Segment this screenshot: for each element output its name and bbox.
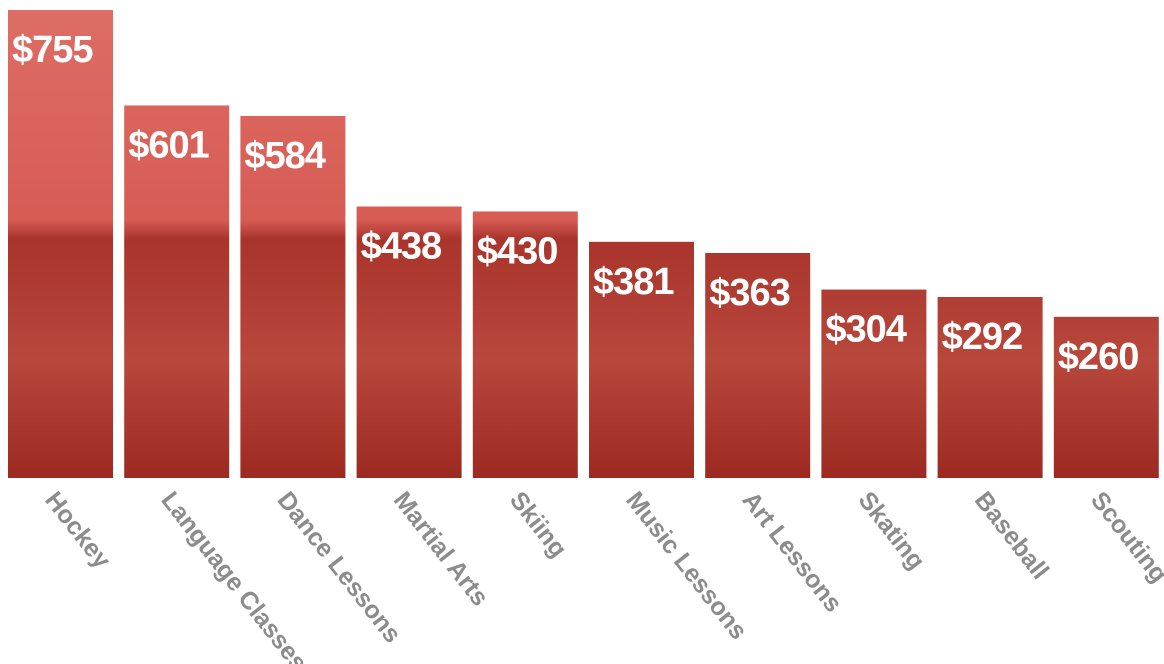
x-tick-label: Hockey <box>39 486 116 573</box>
value-label: $260 <box>1058 336 1139 378</box>
value-label: $304 <box>825 309 906 351</box>
bar <box>8 10 113 478</box>
value-label: $292 <box>942 316 1023 358</box>
value-label: $438 <box>361 225 442 267</box>
value-label: $381 <box>593 261 674 303</box>
x-tick-label: Art Lessons <box>736 486 847 617</box>
value-label: $584 <box>244 135 325 177</box>
x-tick-label: Skiing <box>504 486 572 562</box>
x-tick-label: Martial Arts <box>388 486 494 611</box>
chart: $755Hockey$601Language Classes$584Dance … <box>0 0 1164 664</box>
value-label: $601 <box>128 124 209 166</box>
page: $755Hockey$601Language Classes$584Dance … <box>0 0 1164 664</box>
value-label: $363 <box>709 272 790 314</box>
value-label: $755 <box>12 29 93 71</box>
value-label: $430 <box>477 230 558 272</box>
x-tick-label: Scouting <box>1085 486 1164 588</box>
x-tick-label: Music Lessons <box>620 486 752 644</box>
x-tick-label: Baseball <box>969 486 1054 584</box>
x-tick-label: Skating <box>853 486 931 574</box>
x-tick-label: Dance Lessons <box>272 486 407 648</box>
